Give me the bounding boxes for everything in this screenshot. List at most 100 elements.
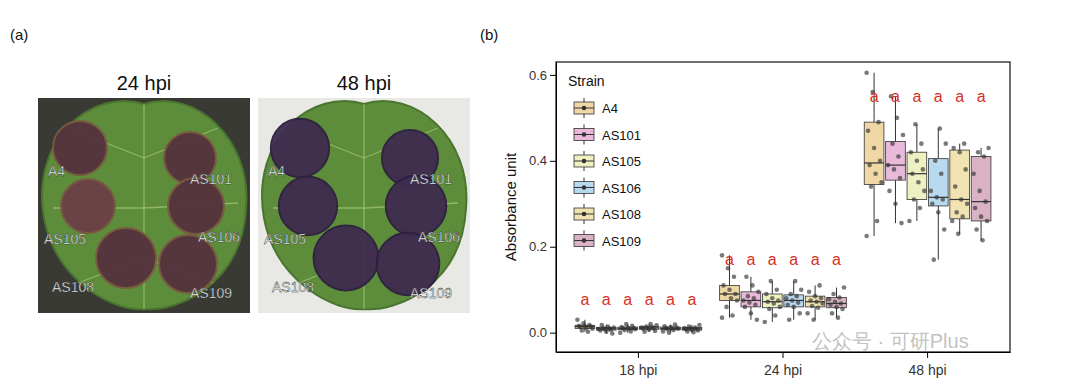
legend-label: AS108 bbox=[602, 207, 641, 222]
data-point bbox=[799, 287, 804, 292]
data-point bbox=[590, 327, 595, 332]
data-point bbox=[697, 323, 702, 328]
whisker-low bbox=[729, 300, 730, 317]
data-point bbox=[805, 311, 810, 316]
data-point bbox=[942, 227, 947, 232]
significance-letter: a bbox=[645, 291, 654, 308]
box bbox=[618, 322, 638, 335]
box bbox=[950, 141, 970, 236]
box-body bbox=[720, 285, 740, 300]
data-point bbox=[951, 146, 956, 151]
data-point bbox=[934, 195, 939, 200]
data-point bbox=[667, 330, 672, 335]
data-point bbox=[929, 189, 934, 194]
data-point bbox=[901, 133, 906, 138]
data-point bbox=[980, 238, 985, 243]
data-point bbox=[921, 167, 926, 172]
data-point bbox=[828, 302, 833, 307]
significance-letter: a bbox=[789, 251, 798, 268]
box bbox=[741, 275, 761, 323]
photo-background bbox=[258, 98, 470, 313]
box bbox=[784, 279, 804, 322]
significance-letter: a bbox=[955, 88, 964, 105]
data-point bbox=[957, 150, 962, 155]
box-median bbox=[907, 173, 927, 174]
whisker-low bbox=[772, 308, 773, 322]
data-point bbox=[893, 201, 898, 206]
data-point bbox=[788, 292, 793, 297]
legend-title: Strain bbox=[568, 73, 605, 89]
data-point bbox=[642, 330, 647, 335]
data-point bbox=[827, 297, 832, 302]
legend-key-point bbox=[582, 159, 587, 164]
data-point bbox=[747, 300, 752, 305]
legend-label: AS106 bbox=[602, 181, 641, 196]
box bbox=[682, 323, 702, 335]
lesion-label: A4 bbox=[48, 163, 65, 179]
box bbox=[907, 122, 927, 223]
leaf bbox=[42, 101, 246, 309]
data-point bbox=[866, 128, 871, 133]
data-point bbox=[956, 232, 961, 237]
data-point bbox=[721, 283, 726, 288]
data-point bbox=[580, 328, 585, 333]
legend-entry: AS109 bbox=[574, 231, 641, 251]
data-point bbox=[753, 302, 758, 307]
y-axis-line bbox=[556, 63, 557, 353]
panel-label: (a) bbox=[10, 26, 28, 43]
x-tick-mark bbox=[783, 352, 784, 358]
legend-key-point bbox=[582, 106, 587, 111]
legend-key bbox=[574, 155, 594, 167]
significance-letters: aaaaaaaaaaaaaaaaaa bbox=[580, 88, 985, 308]
y-tick: 0.6 bbox=[529, 68, 556, 83]
data-point bbox=[598, 328, 603, 333]
whisker-high bbox=[981, 148, 982, 157]
y-tick-mark bbox=[550, 75, 556, 76]
y-tick: 0.0 bbox=[529, 325, 556, 340]
box-body bbox=[864, 122, 884, 184]
photo: A4AS101AS105AS106AS108AS109 bbox=[258, 98, 470, 313]
photo-title: 24 hpi bbox=[117, 72, 172, 94]
data-point bbox=[691, 330, 696, 335]
y-tick-label: 0.0 bbox=[529, 325, 547, 340]
data-point bbox=[930, 201, 935, 206]
y-axis-title: Absorbance unit bbox=[502, 152, 519, 261]
data-point bbox=[875, 219, 880, 224]
box-median bbox=[971, 201, 991, 202]
data-point bbox=[730, 313, 735, 318]
lesion-label: AS106 bbox=[418, 229, 460, 245]
legend-entry: AS101 bbox=[574, 125, 641, 145]
y-tick-label: 0.6 bbox=[529, 68, 547, 83]
box bbox=[661, 322, 681, 335]
data-point bbox=[773, 313, 778, 318]
data-point bbox=[973, 206, 978, 211]
data-point bbox=[796, 300, 801, 305]
box bbox=[762, 279, 782, 324]
legend-key-point bbox=[582, 132, 587, 137]
data-point bbox=[836, 315, 841, 320]
lesion-label: AS101 bbox=[190, 171, 232, 187]
data-point bbox=[879, 180, 884, 185]
data-point bbox=[787, 317, 792, 322]
data-point bbox=[910, 171, 915, 176]
data-point bbox=[983, 199, 988, 204]
data-point bbox=[793, 279, 798, 284]
data-point bbox=[764, 292, 769, 297]
data-point bbox=[918, 206, 923, 211]
legend-key-point bbox=[582, 185, 587, 190]
lesion bbox=[96, 228, 156, 288]
legend-entry: A4 bbox=[574, 98, 618, 118]
data-point bbox=[790, 298, 795, 303]
data-point bbox=[720, 315, 725, 320]
data-point bbox=[575, 317, 580, 322]
lesion-label: AS105 bbox=[264, 231, 306, 247]
significance-letter: a bbox=[580, 291, 589, 308]
data-point bbox=[940, 197, 945, 202]
data-point bbox=[909, 150, 914, 155]
x-tick-label: 18 hpi bbox=[619, 362, 657, 378]
data-point bbox=[985, 219, 990, 224]
data-point bbox=[959, 197, 964, 202]
whisker-high bbox=[836, 288, 837, 298]
box bbox=[864, 70, 884, 238]
lesion bbox=[279, 177, 337, 235]
